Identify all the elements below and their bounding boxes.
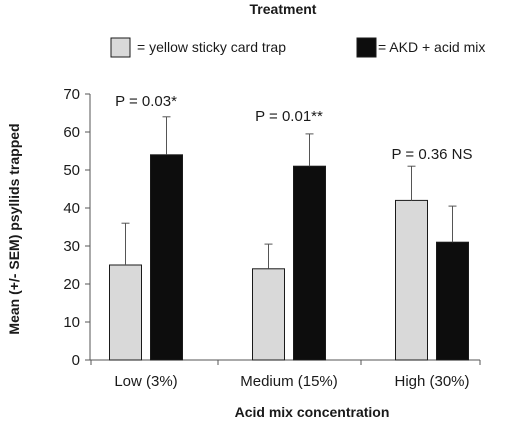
bar-yellow-trap (252, 268, 285, 361)
y-tick-label: 30 (63, 238, 80, 255)
x-tick-label: High (30%) (394, 373, 469, 390)
y-tick-label: 70 (63, 86, 80, 103)
bar-yellow-trap (395, 199, 428, 361)
p-value-annotation: P = 0.01** (255, 108, 323, 125)
annotations: P = 0.03* P = 0.01** P = 0.36 NS (115, 93, 472, 163)
legend: = yellow sticky card trap = AKD + acid m… (110, 37, 485, 58)
y-tick-label: 0 (72, 352, 80, 369)
x-axis-label: Acid mix concentration (235, 404, 390, 420)
bars (109, 116, 469, 361)
bar-akd-acid (436, 241, 469, 361)
y-tick-label: 20 (63, 276, 80, 293)
bar-akd-acid (293, 165, 326, 361)
y-axis-label: Mean (+/- SEM) psyllids trapped (6, 123, 22, 334)
legend-label-akd-acid: = AKD + acid mix (378, 39, 485, 55)
axes: 0 10 20 30 40 50 60 70 Low (3%) Medium (15%) High … (63, 86, 481, 390)
p-value-annotation: P = 0.36 NS (391, 146, 472, 163)
y-tick-label: 50 (63, 162, 80, 179)
bar-yellow-trap (109, 264, 142, 361)
legend-swatch-yellow-trap (110, 37, 131, 58)
legend-swatch-akd-acid (356, 37, 377, 58)
x-tick-label: Medium (15%) (240, 373, 338, 390)
y-tick-label: 60 (63, 124, 80, 141)
y-tick-label: 40 (63, 200, 80, 217)
bar-akd-acid (150, 154, 183, 361)
x-tick-label: Low (3%) (114, 373, 177, 390)
chart-title: Treatment (250, 1, 317, 17)
y-tick-label: 10 (63, 314, 80, 331)
p-value-annotation: P = 0.03* (115, 93, 177, 110)
legend-label-yellow-trap: = yellow sticky card trap (137, 39, 286, 55)
